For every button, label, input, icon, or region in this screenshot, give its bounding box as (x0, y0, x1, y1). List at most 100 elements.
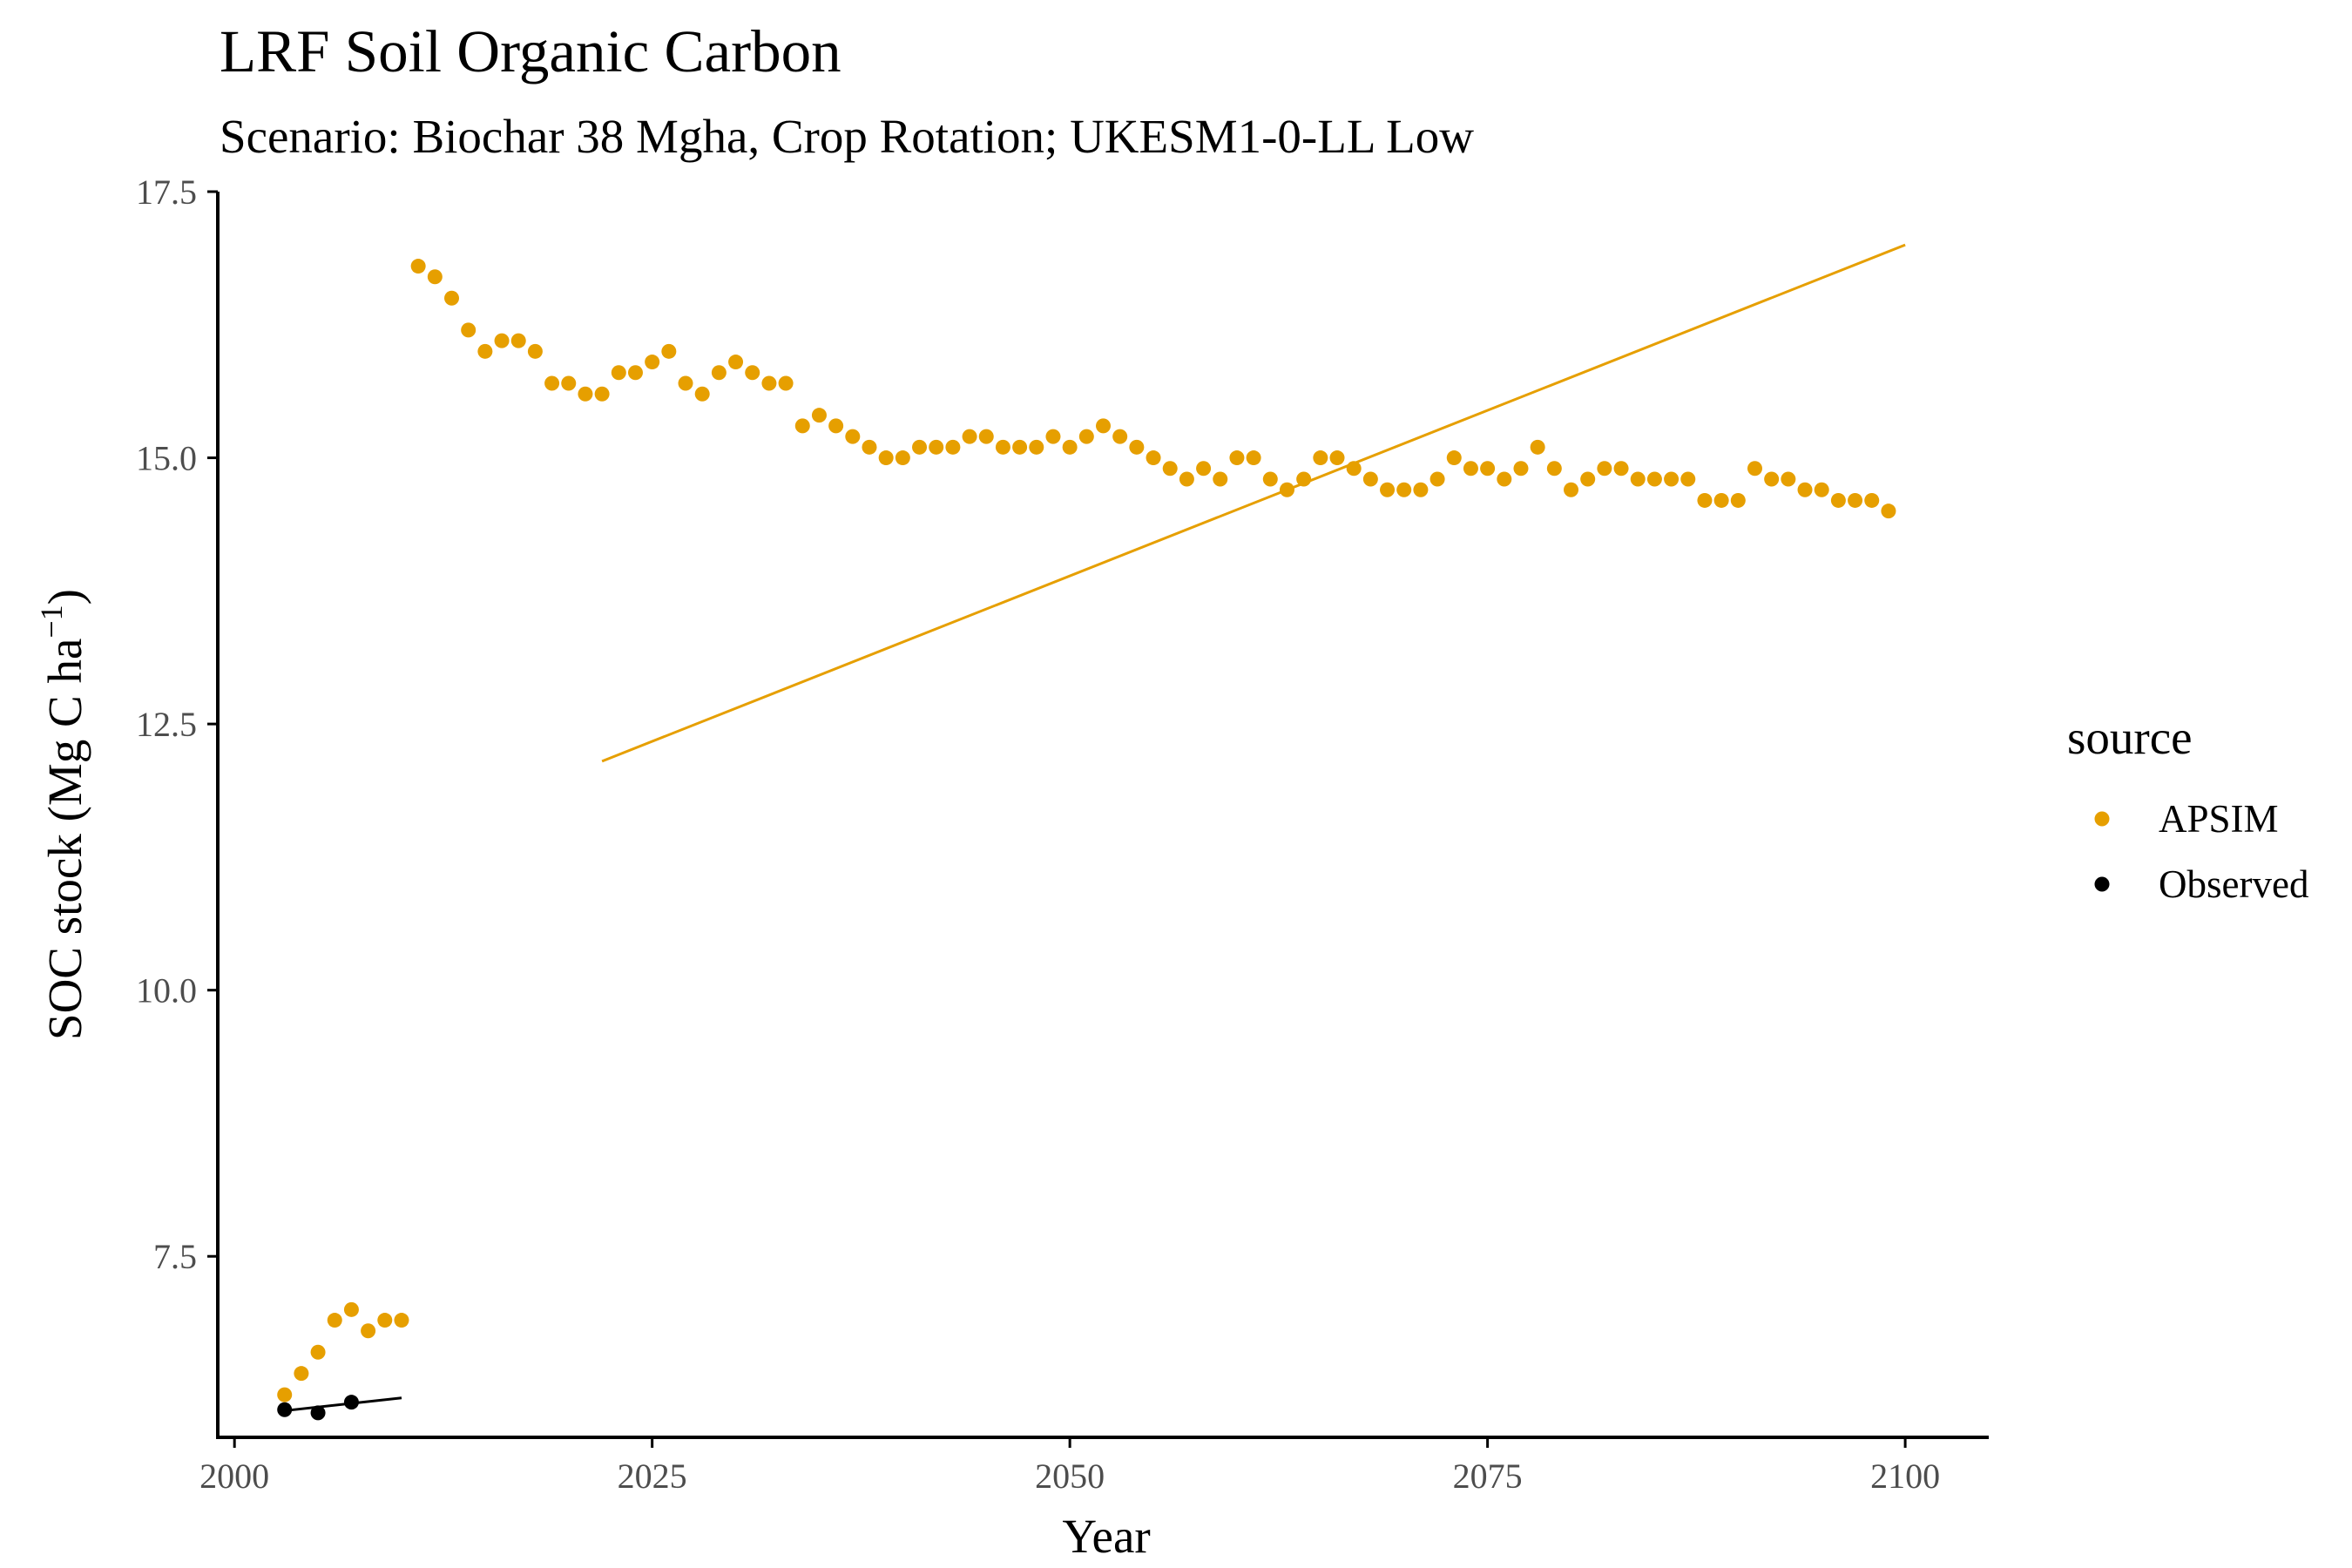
y-tick-label: 7.5 (153, 1237, 197, 1276)
data-point-apsim (627, 365, 643, 381)
data-point-apsim (1413, 482, 1429, 497)
legend-entries: APSIM Observed (2094, 797, 2308, 906)
data-point-apsim (1279, 482, 1294, 497)
data-point-apsim (745, 365, 760, 381)
data-point-observed (277, 1402, 293, 1417)
data-point-apsim (694, 386, 710, 402)
x-axis-ticks: 2000 2025 2050 2075 2100 (199, 1437, 1940, 1496)
trend-line-observed (284, 1396, 402, 1412)
data-point-apsim (1045, 429, 1061, 444)
data-point-apsim (361, 1323, 376, 1339)
data-point-apsim (1396, 482, 1412, 497)
data-point-apsim (1580, 471, 1596, 487)
data-point-apsim (661, 343, 677, 359)
data-point-apsim (1146, 450, 1161, 466)
data-point-apsim (962, 429, 977, 444)
data-point-observed (310, 1405, 326, 1421)
data-point-apsim (895, 450, 910, 466)
data-point-apsim (1630, 471, 1646, 487)
data-point-apsim (1362, 471, 1378, 487)
data-point-apsim (494, 333, 510, 348)
data-point-apsim (811, 408, 827, 423)
y-tick-label: 12.5 (136, 705, 197, 744)
data-point-apsim (678, 375, 693, 391)
data-point-apsim (1179, 471, 1194, 487)
data-point-apsim (862, 439, 877, 455)
data-point-apsim (1814, 482, 1829, 497)
data-point-apsim (645, 355, 660, 370)
data-point-apsim (1830, 492, 1846, 508)
x-tick-label: 2050 (1035, 1456, 1105, 1496)
data-point-apsim (1480, 461, 1496, 476)
data-point-apsim (929, 439, 944, 455)
data-point-apsim (310, 1344, 326, 1360)
data-point-apsim (343, 1301, 359, 1317)
y-axis-title: SOC stock (Mg C ha−1) (34, 589, 91, 1040)
data-point-apsim (1713, 492, 1729, 508)
data-point-apsim (1463, 461, 1478, 476)
y-tick-label: 10.0 (136, 971, 197, 1010)
data-point-apsim (1764, 471, 1780, 487)
legend-label-observed: Observed (2159, 862, 2308, 906)
data-point-apsim (1313, 450, 1328, 466)
data-point-observed (343, 1395, 359, 1410)
data-point-apsim (1346, 461, 1362, 476)
legend-label-apsim: APSIM (2159, 797, 2279, 841)
data-point-apsim (377, 1313, 393, 1328)
data-point-apsim (594, 386, 610, 402)
x-tick-label: 2075 (1453, 1456, 1523, 1496)
data-point-apsim (1564, 482, 1579, 497)
data-point-apsim (1881, 504, 1896, 519)
data-point-apsim (561, 375, 577, 391)
data-point-apsim (1664, 471, 1680, 487)
data-point-apsim (1329, 450, 1345, 466)
x-axis-title: Year (1062, 1510, 1150, 1563)
data-point-apsim (1864, 492, 1880, 508)
data-point-apsim (527, 343, 543, 359)
data-point-apsim (461, 322, 476, 338)
data-point-apsim (1646, 471, 1662, 487)
data-point-apsim (1262, 471, 1278, 487)
data-point-apsim (477, 343, 493, 359)
data-point-apsim (761, 375, 777, 391)
data-point-apsim (1162, 461, 1178, 476)
data-point-apsim (728, 355, 744, 370)
legend: source APSIM Observed (2067, 711, 2308, 906)
x-tick-label: 2000 (199, 1456, 269, 1496)
data-point-apsim (845, 429, 861, 444)
data-point-apsim (1797, 482, 1813, 497)
data-point-apsim (1062, 439, 1078, 455)
data-point-apsim (578, 386, 593, 402)
data-point-apsim (828, 418, 844, 434)
data-points (277, 259, 1896, 1421)
data-point-apsim (1096, 418, 1111, 434)
x-tick-label: 2100 (1870, 1456, 1940, 1496)
legend-key-observed (2094, 876, 2110, 892)
legend-key-apsim (2094, 811, 2110, 827)
data-point-apsim (1196, 461, 1212, 476)
data-point-apsim (444, 290, 460, 306)
legend-title: source (2067, 711, 2193, 764)
data-point-apsim (794, 418, 810, 434)
data-point-apsim (1446, 450, 1462, 466)
data-point-apsim (995, 439, 1010, 455)
y-axis-ticks: 7.5 10.0 12.5 15.0 17.5 (136, 172, 218, 1276)
data-point-apsim (427, 269, 443, 285)
data-point-apsim (410, 259, 426, 274)
y-axis-title-main: SOC stock (Mg C ha (38, 639, 91, 1040)
data-point-apsim (1513, 461, 1529, 476)
data-point-apsim (277, 1387, 293, 1402)
data-point-apsim (544, 375, 560, 391)
y-tick-label: 15.0 (136, 439, 197, 478)
data-point-apsim (1747, 461, 1762, 476)
data-point-apsim (1246, 450, 1261, 466)
data-point-apsim (394, 1313, 409, 1328)
data-point-apsim (1597, 461, 1612, 476)
data-point-apsim (1112, 429, 1128, 444)
data-point-apsim (510, 333, 526, 348)
data-point-apsim (1380, 482, 1396, 497)
data-point-apsim (778, 375, 794, 391)
trend-line-apsim (601, 243, 1906, 763)
y-tick-label: 17.5 (136, 172, 197, 212)
data-point-apsim (1697, 492, 1713, 508)
